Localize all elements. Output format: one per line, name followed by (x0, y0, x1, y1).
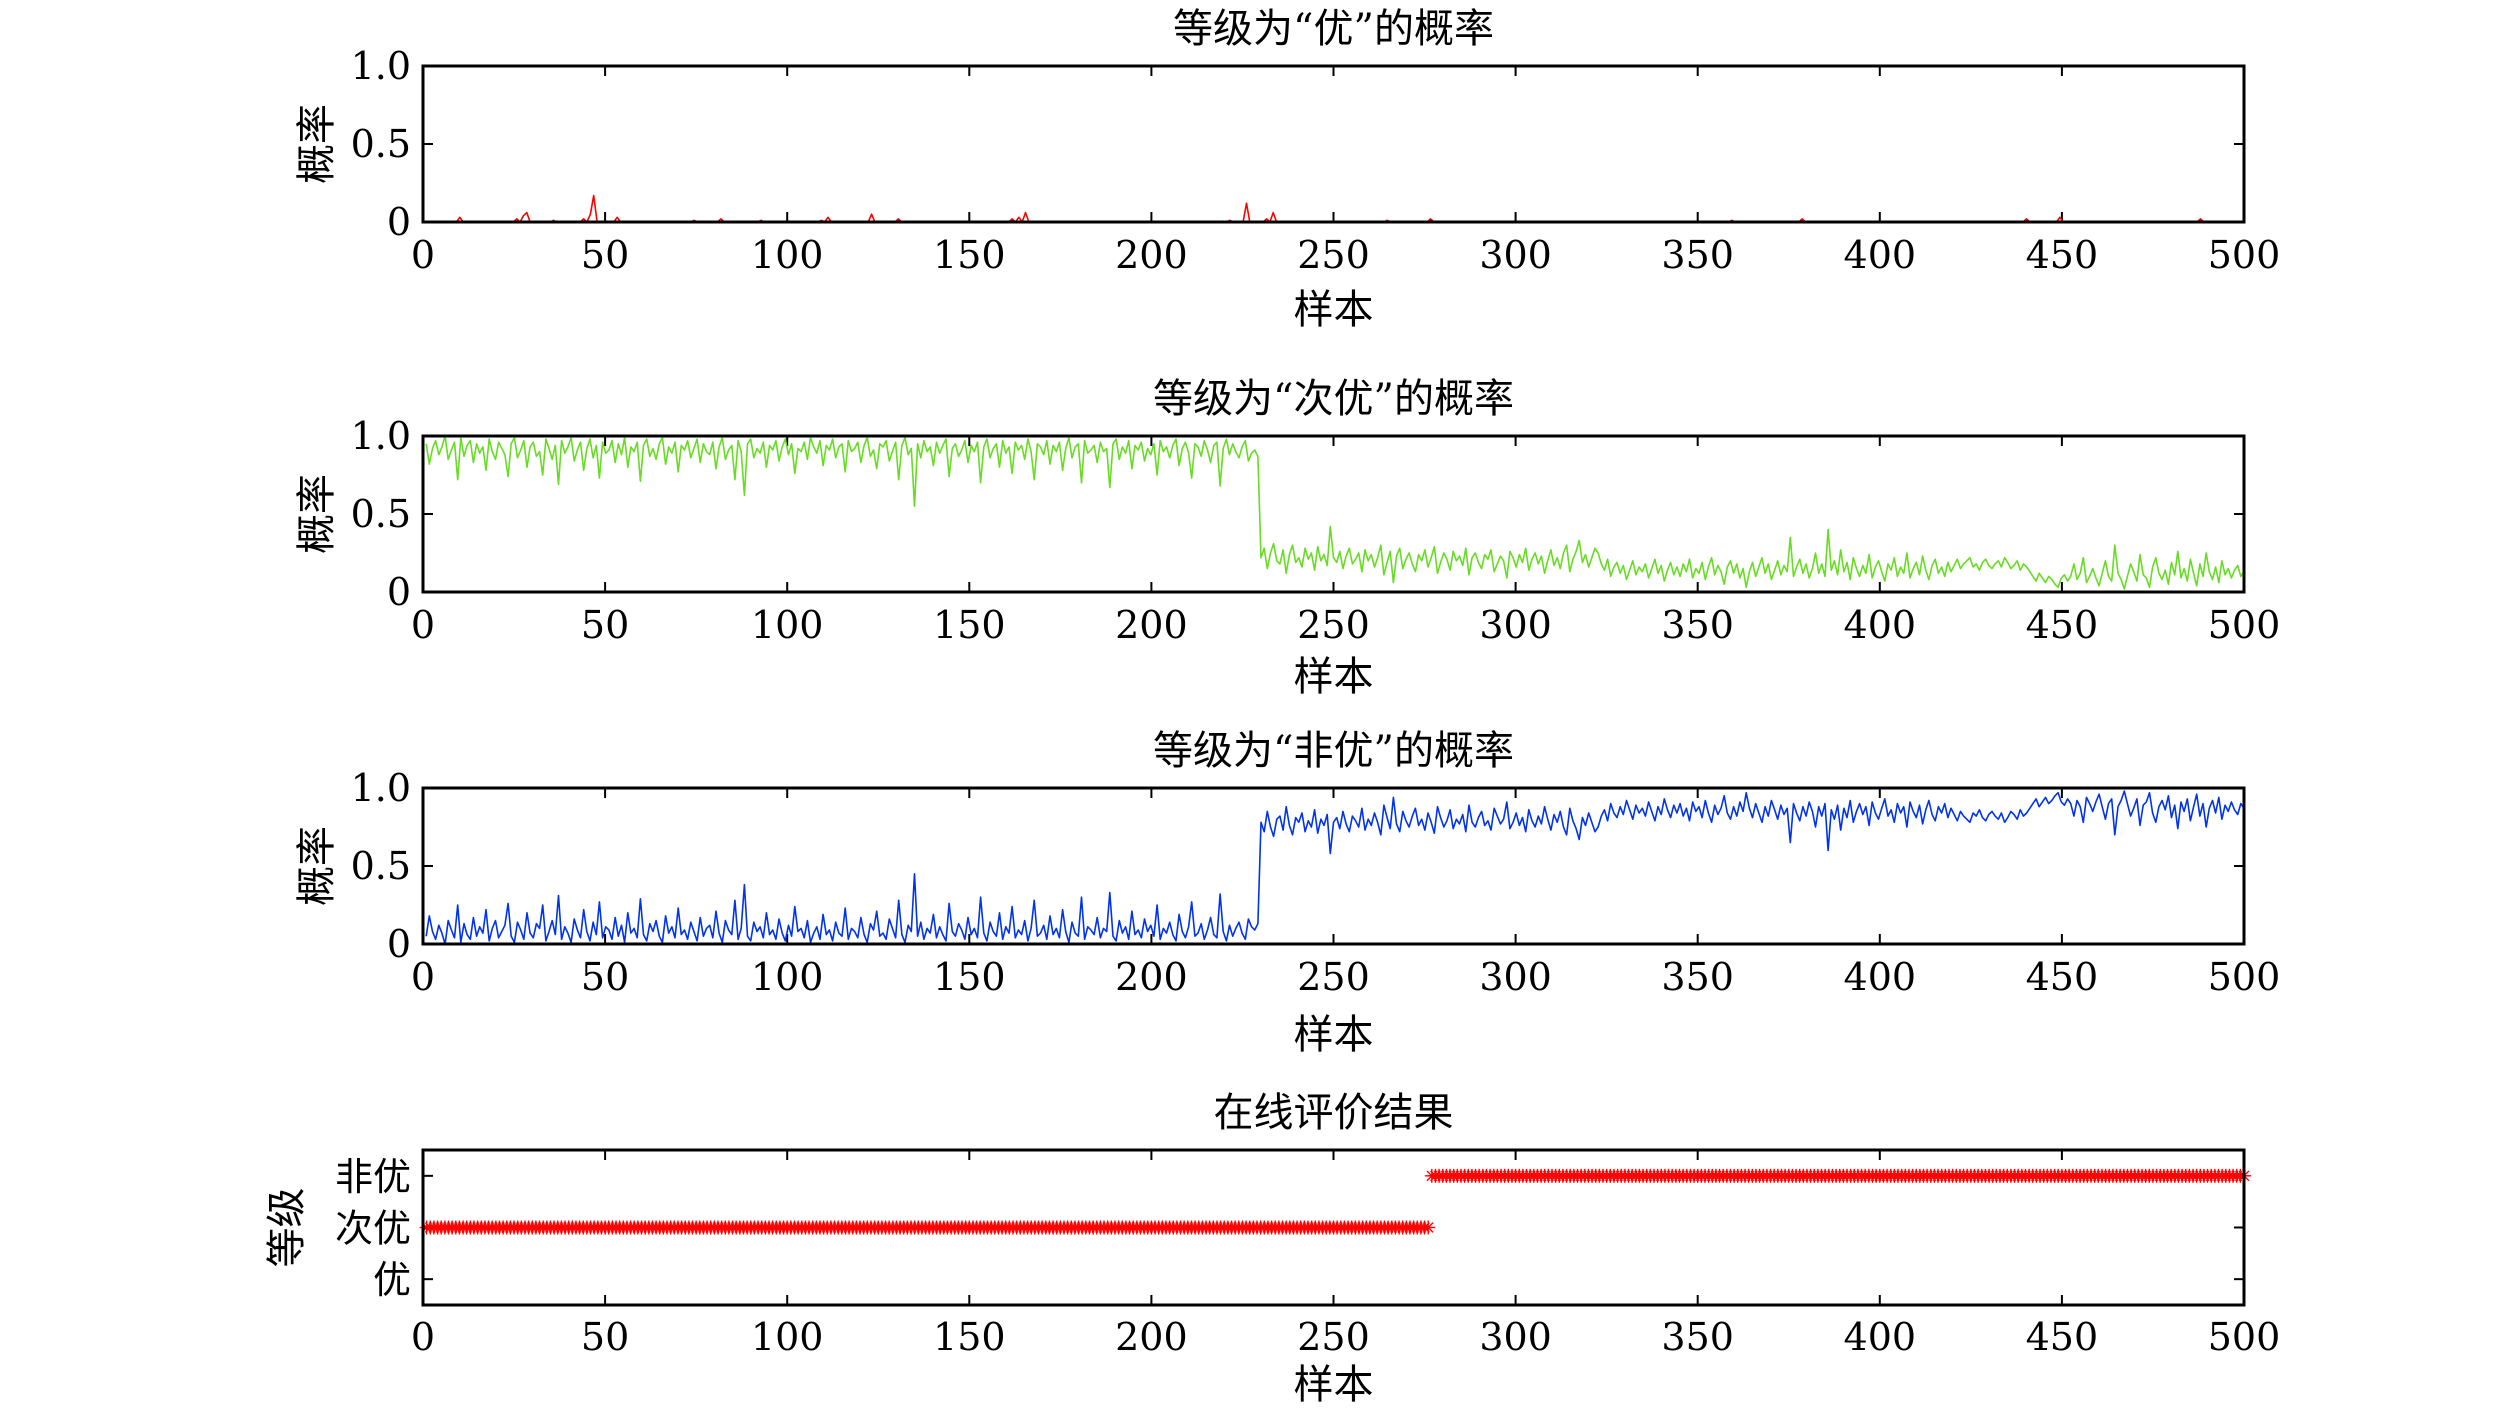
x-tick-label: 100 (751, 1315, 824, 1359)
x-tick-label: 100 (751, 233, 824, 277)
x-tick-label: 400 (1844, 955, 1917, 999)
x-tick-label: 100 (751, 603, 824, 647)
series-line (426, 194, 2244, 223)
marker-point (1421, 1220, 1436, 1235)
y-tick-label: 0.5 (351, 844, 411, 888)
x-tick-label: 350 (1661, 1315, 1734, 1359)
x-tick-label: 50 (581, 603, 629, 647)
x-tick-label: 500 (2208, 1315, 2281, 1359)
chart-panel-4: 在线评价结果 0 50 100 150 200 250 300 350 400 450 500 优 次优 非… (264, 1090, 2280, 1408)
chart-panel-3: 等级为“非优”的概率 0 50 100 150 200 250 300 350 400 450 500… (294, 728, 2280, 1058)
series-line (425, 790, 2245, 945)
y-tick-label: 次优 (335, 1207, 411, 1251)
x-axis-label: 样本 (1294, 287, 1374, 333)
y-tick-label: 0 (387, 200, 411, 244)
plot-frame (421, 1148, 2246, 1307)
x-tick-label: 400 (1844, 233, 1917, 277)
x-tick-label: 200 (1115, 955, 1188, 999)
x-tick-label: 300 (1479, 233, 1552, 277)
x-axis-label: 样本 (1294, 654, 1374, 700)
chart-title: 等级为“次优”的概率 (1153, 376, 1514, 422)
x-tick-label: 500 (2208, 955, 2281, 999)
x-tick-label: 200 (1115, 1315, 1188, 1359)
x-tick-label: 400 (1844, 1315, 1917, 1359)
plot-frame (421, 786, 2246, 946)
chart-title: 在线评价结果 (1214, 1090, 1454, 1136)
x-tick-label: 450 (2026, 955, 2099, 999)
x-tick-label: 350 (1661, 233, 1734, 277)
x-tick-label: 150 (933, 233, 1006, 277)
x-tick-label: 300 (1479, 603, 1552, 647)
x-tick-label: 350 (1661, 955, 1734, 999)
x-tick-label: 300 (1479, 1315, 1552, 1359)
plot-frame (421, 64, 2246, 224)
y-tick-label: 优 (373, 1258, 411, 1302)
x-tick-label: 400 (1844, 603, 1917, 647)
chart-title: 等级为“优”的概率 (1173, 6, 1494, 52)
series-markers-非优 (1424, 1168, 2251, 1183)
x-axis-label: 样本 (1294, 1362, 1374, 1408)
y-tick-label: 1.0 (351, 414, 411, 458)
y-tick-label: 0 (387, 922, 411, 966)
x-tick-label: 450 (2026, 233, 2099, 277)
x-tick-label: 250 (1297, 233, 1370, 277)
x-tick-label: 450 (2026, 1315, 2099, 1359)
x-tick-label: 100 (751, 955, 824, 999)
x-tick-label: 0 (411, 1315, 435, 1359)
x-tick-label: 0 (411, 233, 435, 277)
y-tick-label: 0.5 (351, 492, 411, 536)
x-tick-label: 450 (2026, 603, 2099, 647)
y-tick-label: 0 (387, 570, 411, 614)
y-tick-label: 1.0 (351, 766, 411, 810)
x-tick-label: 200 (1115, 603, 1188, 647)
x-tick-label: 150 (933, 955, 1006, 999)
y-tick-label: 1.0 (351, 44, 411, 88)
x-tick-label: 350 (1661, 603, 1734, 647)
x-axis-label: 样本 (1294, 1012, 1374, 1058)
x-tick-label: 250 (1297, 955, 1370, 999)
x-tick-label: 500 (2208, 233, 2281, 277)
x-tick-label: 50 (581, 233, 629, 277)
x-tick-label: 300 (1479, 955, 1552, 999)
series-line (425, 435, 2245, 590)
y-tick-label: 非优 (335, 1155, 411, 1199)
chart-title: 等级为“非优”的概率 (1153, 728, 1514, 774)
y-axis-label: 概率 (294, 104, 340, 184)
x-tick-label: 500 (2208, 603, 2281, 647)
plot-frame (421, 434, 2246, 594)
chart-panel-2: 等级为“次优”的概率 0 50 100 150 200 250 300 350 400 450 500… (294, 376, 2280, 700)
x-tick-label: 150 (933, 603, 1006, 647)
chart-panel-1: 等级为“优”的概率 0 50 100 150 200 250 300 350 400 450 500 0… (294, 6, 2280, 333)
y-axis-label: 等级 (264, 1188, 310, 1268)
y-tick-label: 0.5 (351, 122, 411, 166)
y-axis-label: 概率 (294, 826, 340, 906)
x-tick-label: 0 (411, 603, 435, 647)
x-tick-label: 50 (581, 955, 629, 999)
x-tick-label: 150 (933, 1315, 1006, 1359)
x-tick-label: 50 (581, 1315, 629, 1359)
x-tick-label: 200 (1115, 233, 1188, 277)
series-markers-次优 (419, 1220, 1436, 1235)
x-tick-label: 250 (1297, 1315, 1370, 1359)
x-tick-label: 0 (411, 955, 435, 999)
y-axis-label: 概率 (294, 474, 340, 554)
marker-stroke (1422, 1222, 1434, 1233)
x-tick-label: 250 (1297, 603, 1370, 647)
